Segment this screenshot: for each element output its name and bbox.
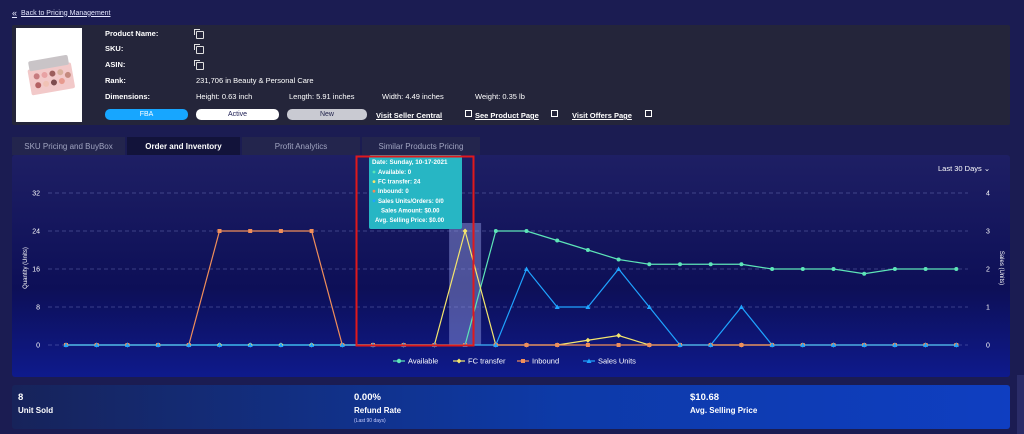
avg-price-value: $10.68	[690, 392, 720, 403]
tab-sku-pricing[interactable]: SKU Pricing and BuyBox	[12, 137, 125, 155]
rank-value: 231,706 in Beauty & Personal Care	[196, 76, 314, 85]
refund-rate-value: 0.00%	[354, 392, 381, 403]
status-badge: Active	[196, 109, 279, 120]
product-image	[16, 28, 82, 122]
see-product-page-link[interactable]: See Product Page	[475, 111, 539, 120]
date-range-label: Last 30 Days	[938, 164, 982, 173]
height-value: Height: 0.63 inch	[196, 92, 253, 101]
stats-panel	[12, 385, 1010, 429]
visit-seller-central-link[interactable]: Visit Seller Central	[376, 111, 443, 120]
fba-badge: FBA	[105, 109, 188, 120]
external-link-icon	[551, 110, 558, 117]
asin-label: ASIN:	[105, 60, 126, 69]
visit-offers-page-link[interactable]: Visit Offers Page	[572, 111, 632, 120]
chevron-down-icon: ⌄	[983, 164, 991, 173]
length-value: Length: 5.91 inches	[289, 92, 355, 101]
condition-badge: New	[287, 109, 367, 120]
units-sold-value: 8	[18, 392, 24, 403]
product-info-card: Product Name: SKU: ASIN: Rank: Dimension…	[12, 25, 1010, 125]
tab-order-inventory[interactable]: Order and Inventory	[127, 137, 240, 155]
width-value: Width: 4.49 inches	[382, 92, 444, 101]
product-name-label: Product Name:	[105, 29, 159, 38]
tab-profit-analytics[interactable]: Profit Analytics	[242, 137, 360, 155]
copy-name-icon[interactable]	[194, 29, 204, 39]
tab-bar: SKU Pricing and BuyBox Order and Invento…	[12, 137, 1010, 155]
sku-label: SKU:	[105, 44, 124, 53]
weight-value: Weight: 0.35 lb	[475, 92, 525, 101]
back-link-label: Back to Pricing Management	[21, 9, 111, 17]
units-sold-label: Unit Sold	[18, 406, 54, 415]
scrollbar[interactable]	[1017, 375, 1024, 434]
external-link-icon	[465, 110, 472, 117]
avg-price-label: Avg. Selling Price	[690, 406, 758, 415]
chart-panel	[12, 155, 1010, 377]
refund-rate-note: (Last 90 days)	[354, 418, 386, 424]
dimensions-label: Dimensions:	[105, 92, 151, 101]
double-chevron-left-icon: «	[12, 8, 18, 18]
back-link[interactable]: « Back to Pricing Management	[12, 8, 111, 18]
copy-asin-icon[interactable]	[194, 60, 204, 70]
date-range-select[interactable]: Last 30 Days ⌄	[938, 164, 990, 173]
tab-similar-products[interactable]: Similar Products Pricing	[362, 137, 480, 155]
external-link-icon	[645, 110, 652, 117]
refund-rate-label: Refund Rate	[354, 406, 402, 415]
copy-sku-icon[interactable]	[194, 44, 204, 54]
rank-label: Rank:	[105, 76, 126, 85]
